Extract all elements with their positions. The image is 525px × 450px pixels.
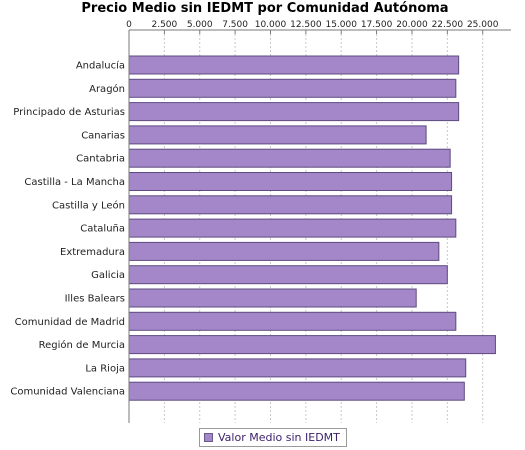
bar [128, 241, 440, 261]
category-label: Cantabria [76, 154, 125, 165]
category-labels: Andalucía Aragón Principado de Asturias Can… [10, 60, 125, 398]
bar [128, 218, 457, 238]
bar [128, 195, 453, 215]
bar [128, 335, 496, 355]
x-tick-label: 20.000 [396, 20, 428, 30]
category-label: Comunidad Valenciana [10, 387, 125, 398]
x-tick-label: 0 [126, 20, 132, 30]
bar [128, 102, 460, 122]
bar [128, 55, 460, 75]
legend-label: Valor Medio sin IEDMT [218, 431, 340, 444]
bars [128, 55, 496, 401]
x-tick-label: 17.500 [361, 20, 393, 30]
bar [128, 148, 451, 168]
bar [128, 265, 448, 285]
bar [128, 172, 453, 191]
x-tick-label: 7.500 [222, 20, 248, 30]
category-label: Illes Balears [65, 294, 125, 305]
category-label: Comunidad de Madrid [15, 317, 125, 328]
category-label: Extremadura [60, 247, 125, 258]
x-axis-ticks: 0 2.500 5.000 7.500 10.000 12.500 15.000 17.500… [126, 20, 499, 34]
category-label: Andalucía [76, 60, 125, 72]
x-tick-label: 10.000 [255, 20, 287, 30]
x-tick-label: 25.000 [467, 20, 499, 30]
bar [128, 125, 427, 145]
bar [128, 311, 457, 331]
x-tick-label: 22.500 [432, 20, 464, 30]
chart-title: Precio Medio sin IEDMT por Comunidad Aut… [81, 1, 448, 16]
x-tick-label: 2.500 [151, 20, 177, 30]
category-label: Galicia [91, 270, 125, 281]
category-label: Cataluña [80, 224, 125, 235]
legend-swatch [204, 433, 213, 442]
category-label: Aragón [89, 83, 125, 95]
bar [128, 381, 465, 401]
x-tick-label: 5.000 [187, 20, 213, 30]
x-tick-label: 12.500 [290, 20, 322, 30]
category-label: Canarias [81, 130, 125, 141]
category-label: La Rioja [85, 363, 125, 374]
bar [128, 288, 417, 308]
legend: Valor Medio sin IEDMT [199, 428, 347, 447]
category-label: Región de Murcia [39, 339, 125, 351]
category-label: Principado de Asturias [13, 107, 125, 118]
category-label: Castilla y León [52, 199, 125, 211]
x-tick-label: 15.000 [325, 20, 357, 30]
bar [128, 358, 467, 378]
category-label: Castilla - La Mancha [24, 177, 125, 188]
grid-lines [163, 34, 484, 423]
bar [128, 78, 457, 98]
